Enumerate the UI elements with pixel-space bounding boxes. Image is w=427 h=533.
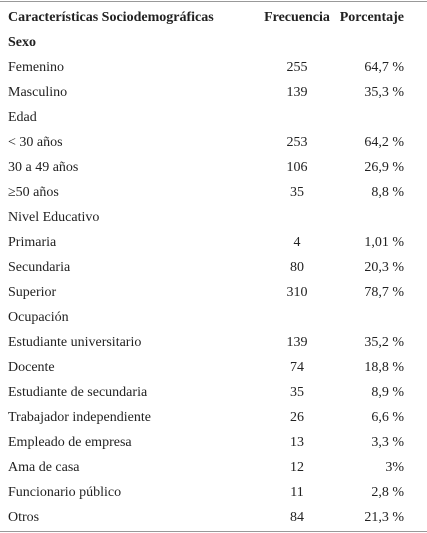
cell-value: 80 <box>290 260 304 275</box>
cell-value: 6,6 % <box>371 410 404 425</box>
section-label: Ocupación <box>8 310 69 325</box>
row-label: Femenino <box>8 60 64 75</box>
cell-value: 1,01 % <box>364 235 404 250</box>
top-rule <box>0 1 427 2</box>
row-label: Estudiante universitario <box>8 335 142 350</box>
cell-value: 35 <box>290 385 304 400</box>
row-label: Funcionario público <box>8 485 122 500</box>
row-label: Secundaria <box>8 260 71 275</box>
cell-value: 253 <box>286 135 308 150</box>
cell-value: 21,3 % <box>364 510 404 525</box>
bottom-rule <box>0 531 427 532</box>
row-label: < 30 años <box>8 135 63 150</box>
column-header: Características Sociodemográficas <box>8 10 214 25</box>
cell-value: 35,2 % <box>364 335 404 350</box>
section-label: Sexo <box>8 35 36 50</box>
cell-value: 35 <box>290 185 304 200</box>
cell-value: 26 <box>290 410 304 425</box>
row-label: Docente <box>8 360 55 375</box>
cell-value: 3% <box>385 460 404 475</box>
cell-value: 4 <box>293 235 301 250</box>
row-label: Estudiante de secundaria <box>8 385 148 400</box>
cell-value: 20,3 % <box>364 260 404 275</box>
row-label: 30 a 49 años <box>8 160 79 175</box>
cell-value: 8,8 % <box>371 185 404 200</box>
row-label: ≥50 años <box>8 185 59 200</box>
cell-value: 84 <box>290 510 304 525</box>
cell-value: 18,8 % <box>364 360 404 375</box>
cell-value: 106 <box>286 160 308 175</box>
row-label: Empleado de empresa <box>8 435 132 450</box>
cell-value: 64,7 % <box>364 60 404 75</box>
cell-value: 3,3 % <box>371 435 404 450</box>
section-label: Edad <box>8 110 37 125</box>
cell-value: 26,9 % <box>364 160 404 175</box>
cell-value: 64,2 % <box>364 135 404 150</box>
cell-value: 8,9 % <box>371 385 404 400</box>
row-label: Masculino <box>8 85 68 100</box>
cell-value: 255 <box>286 60 308 75</box>
row-label: Superior <box>8 285 57 300</box>
row-label: Otros <box>8 510 40 525</box>
cell-value: 78,7 % <box>364 285 404 300</box>
column-header: Porcentaje <box>339 10 404 25</box>
cell-value: 310 <box>286 285 308 300</box>
row-label: Primaria <box>8 235 57 250</box>
cell-value: 11 <box>290 485 304 500</box>
section-label: Nivel Educativo <box>8 210 100 225</box>
row-label: Trabajador independiente <box>8 410 151 425</box>
cell-value: 2,8 % <box>371 485 404 500</box>
cell-value: 139 <box>286 335 308 350</box>
cell-value: 74 <box>290 360 304 375</box>
column-header: Frecuencia <box>264 10 330 25</box>
cell-value: 13 <box>290 435 304 450</box>
cell-value: 12 <box>290 460 304 475</box>
cell-value: 139 <box>286 85 308 100</box>
cell-value: 35,3 % <box>364 85 404 100</box>
row-label: Ama de casa <box>8 460 80 475</box>
